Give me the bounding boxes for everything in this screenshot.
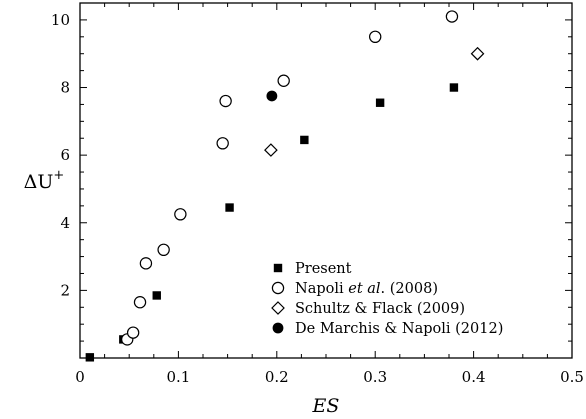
legend-marker bbox=[271, 301, 285, 315]
series-group bbox=[121, 10, 459, 346]
tick-labels: 0 0.1 0.2 0.3 0.4 0.5 2 4 6 8 10 bbox=[51, 11, 584, 386]
data-point bbox=[152, 291, 161, 300]
axis-ticks bbox=[79, 2, 573, 358]
data-point bbox=[126, 326, 140, 339]
y-axis-label-delta: ΔU bbox=[24, 171, 54, 193]
series-group bbox=[266, 90, 278, 102]
legend-label: Napoli et al. (2008) bbox=[295, 281, 438, 297]
data-point bbox=[300, 135, 309, 145]
data-point bbox=[216, 137, 229, 150]
data-point bbox=[449, 83, 459, 92]
x-tick-label: 0.3 bbox=[363, 368, 387, 386]
legend-entry: Present bbox=[273, 261, 352, 277]
x-tick-label: 0.2 bbox=[265, 368, 289, 386]
series-group bbox=[264, 46, 485, 157]
data-point bbox=[369, 30, 382, 44]
x-axis-label: ES bbox=[312, 395, 340, 417]
legend-entry: Schultz & Flack (2009) bbox=[271, 301, 465, 317]
data-point bbox=[219, 94, 232, 108]
legend: Present Napoli et al. (2008) Schultz & Fla… bbox=[271, 261, 503, 337]
data-point bbox=[157, 243, 170, 257]
data-point bbox=[470, 46, 485, 61]
y-tick-label: 10 bbox=[51, 11, 70, 29]
legend-marker bbox=[272, 322, 284, 334]
data-point bbox=[133, 296, 147, 309]
legend-label: Schultz & Flack (2009) bbox=[295, 301, 465, 317]
legend-entry: De Marchis & Napoli (2012) bbox=[272, 321, 503, 337]
series-group bbox=[85, 83, 459, 362]
x-tick-label: 0 bbox=[75, 368, 85, 386]
x-tick-label: 0.5 bbox=[560, 368, 584, 386]
y-tick-label: 6 bbox=[60, 146, 70, 164]
legend-marker bbox=[273, 263, 283, 273]
y-tick-label: 2 bbox=[60, 281, 70, 299]
data-point bbox=[225, 203, 234, 212]
data-point bbox=[445, 10, 459, 23]
y-axis-label-sup: + bbox=[53, 168, 64, 183]
data-point bbox=[266, 90, 278, 102]
y-tick-label: 8 bbox=[60, 79, 70, 97]
data-point bbox=[264, 143, 278, 157]
data-points bbox=[85, 10, 485, 362]
x-tick-label: 0.1 bbox=[166, 368, 190, 386]
data-point bbox=[85, 353, 95, 362]
data-point bbox=[375, 98, 385, 107]
data-point bbox=[174, 208, 187, 221]
legend-entry: Napoli et al. (2008) bbox=[271, 281, 438, 297]
legend-marker bbox=[271, 281, 285, 295]
data-point bbox=[139, 257, 153, 270]
legend-label: De Marchis & Napoli (2012) bbox=[295, 321, 503, 337]
x-tick-label: 0.4 bbox=[462, 368, 486, 386]
data-point bbox=[277, 74, 290, 87]
legend-label: Present bbox=[295, 261, 352, 277]
y-tick-label: 4 bbox=[60, 214, 70, 232]
y-axis-label: ΔU+ bbox=[24, 168, 65, 193]
